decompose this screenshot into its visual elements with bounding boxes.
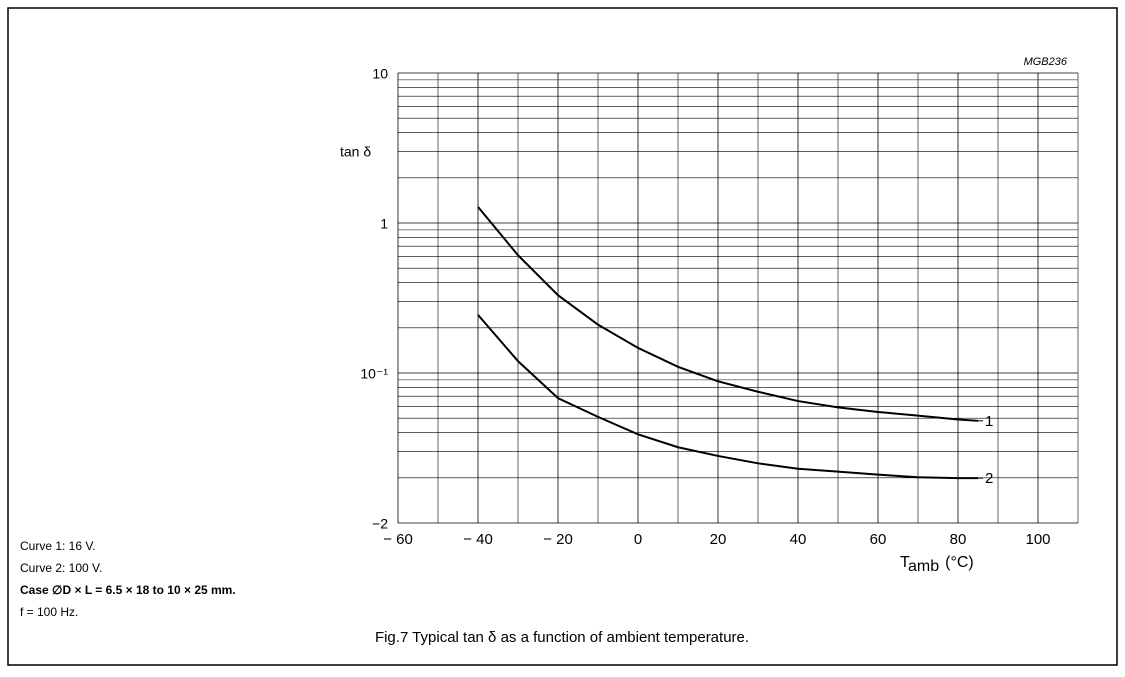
note: Case ∅D × L = 6.5 × 18 to 10 × 25 mm.: [20, 583, 236, 597]
curve-label: 2: [985, 470, 993, 487]
curve-label: 1: [985, 413, 993, 430]
note: Curve 2: 100 V.: [20, 561, 102, 575]
x-tick-label: 100: [1025, 531, 1050, 548]
x-tick-label: − 60: [383, 531, 413, 548]
frame: [7, 7, 1118, 666]
y-tick-label: 10: [372, 66, 388, 82]
x-tick-label: 40: [790, 531, 807, 548]
x-label-main: T: [900, 554, 910, 571]
curve: [477, 314, 978, 480]
caption: Fig.7 Typical tan δ as a function of amb…: [375, 629, 749, 646]
note: Curve 1: 16 V.: [20, 539, 96, 553]
y-tick-label: 10⁻¹: [360, 366, 388, 382]
figure-code: MGB236: [1024, 56, 1068, 68]
x-tick-label: − 20: [543, 531, 573, 548]
x-axis-label: Tamb (°C): [900, 554, 974, 575]
y-tick-label: 1: [380, 216, 388, 232]
x-tick-label: 20: [710, 531, 727, 548]
x-tick-label: 80: [950, 531, 967, 548]
note: f = 100 Hz.: [20, 605, 78, 619]
curve: [477, 206, 979, 422]
y-axis-label: tan δ: [340, 144, 371, 160]
x-label-sub: amb: [908, 558, 939, 575]
x-tick-label: 0: [634, 531, 642, 548]
x-tick-label: − 40: [463, 531, 493, 548]
x-label-unit: (°C): [945, 554, 974, 571]
y-tick-label: −2: [372, 516, 388, 532]
x-tick-label: 60: [870, 531, 887, 548]
